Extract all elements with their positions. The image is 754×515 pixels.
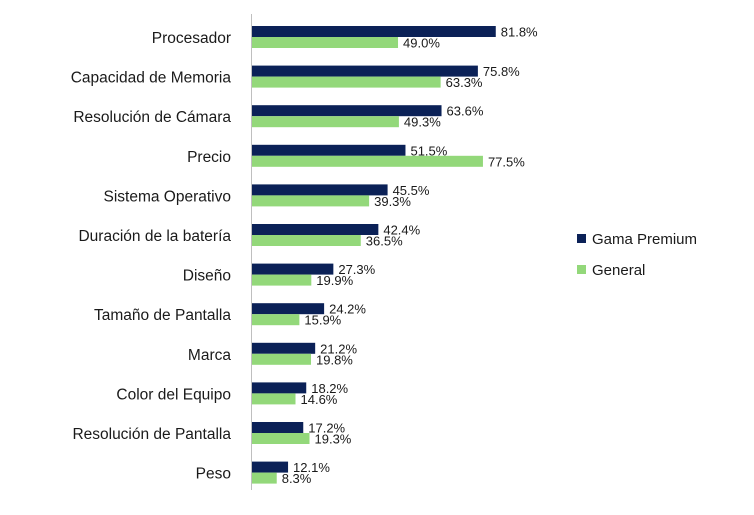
legend-swatch-gama-premium: [577, 234, 586, 243]
category-label: Procesador: [152, 30, 231, 47]
data-label: 19.3%: [315, 432, 352, 447]
data-label: 14.6%: [301, 392, 338, 407]
data-label: 19.9%: [316, 273, 353, 288]
data-label: 18.2%: [311, 381, 348, 396]
data-label: 49.0%: [403, 36, 440, 51]
data-label: 15.9%: [304, 313, 341, 328]
bar-gama-premium: [252, 461, 289, 473]
bar-gama-premium: [252, 144, 406, 156]
legend: Gama Premium General: [577, 231, 697, 279]
bar-general: [252, 37, 399, 48]
bar-general: [252, 76, 441, 88]
bar-general: [252, 393, 296, 405]
category-label: Marca: [188, 347, 231, 364]
bar-gama-premium: [252, 65, 478, 77]
category-label: Peso: [196, 466, 231, 483]
data-label: 77.5%: [488, 154, 525, 169]
category-label: Sistema Operativo: [104, 188, 232, 205]
bar-gama-premium: [252, 105, 442, 117]
category-label: Resolución de Pantalla: [72, 426, 231, 443]
bar-gama-premium: [252, 422, 304, 433]
bar-general: [252, 433, 310, 444]
data-label: 21.2%: [320, 341, 357, 356]
data-label: 42.4%: [383, 223, 420, 238]
data-label: 49.3%: [404, 115, 441, 130]
category-label: Precio: [187, 149, 231, 166]
data-label: 63.6%: [447, 104, 484, 119]
data-label: 24.2%: [329, 302, 366, 317]
legend-swatch-general: [577, 265, 586, 274]
data-label: 27.3%: [338, 262, 375, 277]
bar-gama-premium: [252, 342, 316, 354]
bar-gama-premium: [252, 26, 496, 37]
bar-general: [252, 353, 312, 365]
labels-layer: Procesador 81.8% 49.0% Capacidad de Memoria…: [71, 25, 538, 487]
bar-gama-premium: [252, 224, 379, 235]
bar-gama-premium: [252, 303, 325, 315]
data-label: 45.5%: [393, 183, 430, 198]
bar-general: [252, 155, 483, 167]
category-label: Tamaño de Pantalla: [94, 307, 231, 324]
bar-general: [252, 235, 361, 246]
category-label: Color del Equipo: [116, 386, 231, 403]
category-label: Duración de la batería: [78, 228, 231, 245]
data-label: 51.5%: [410, 143, 447, 158]
data-label: 63.3%: [446, 75, 483, 90]
bar-general: [252, 195, 370, 207]
bar-general: [252, 314, 300, 326]
bar-gama-premium: [252, 184, 388, 196]
bars-layer: [252, 26, 496, 484]
bar-gama-premium: [252, 382, 307, 394]
data-label: 8.3%: [282, 471, 312, 486]
legend-label: Gama Premium: [592, 231, 697, 248]
data-label: 36.5%: [366, 234, 403, 249]
bar-general: [252, 472, 277, 484]
bar-general: [252, 274, 312, 286]
data-label: 19.8%: [316, 352, 353, 367]
category-label: Resolución de Cámara: [73, 109, 231, 126]
data-label: 12.1%: [293, 460, 330, 475]
data-label: 81.8%: [501, 25, 538, 40]
bar-general: [252, 116, 399, 128]
data-label: 17.2%: [308, 421, 345, 436]
data-label: 75.8%: [483, 64, 520, 79]
data-label: 39.3%: [374, 194, 411, 209]
legend-label: General: [592, 262, 645, 279]
category-label: Diseño: [183, 268, 231, 285]
bar-gama-premium: [252, 263, 334, 275]
category-label: Capacidad de Memoria: [71, 70, 232, 87]
